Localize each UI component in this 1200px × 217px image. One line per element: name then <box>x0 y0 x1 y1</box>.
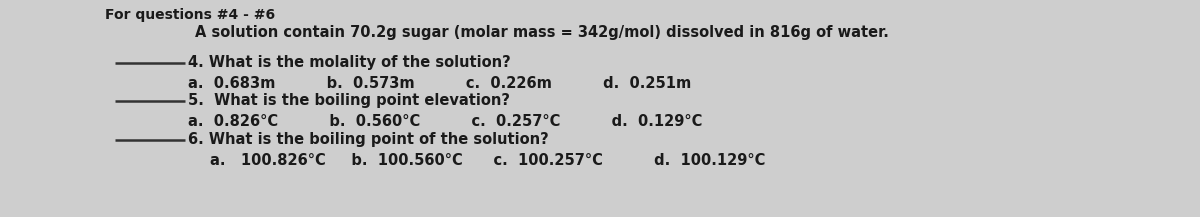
Text: For questions #4 - #6: For questions #4 - #6 <box>106 8 275 22</box>
Text: 6. What is the boiling point of the solution?: 6. What is the boiling point of the solu… <box>188 132 548 147</box>
Text: a.  0.683m          b.  0.573m          c.  0.226m          d.  0.251m: a. 0.683m b. 0.573m c. 0.226m d. 0.251m <box>188 76 691 91</box>
Text: a.   100.826°C     b.  100.560°C      c.  100.257°C          d.  100.129°C: a. 100.826°C b. 100.560°C c. 100.257°C d… <box>210 153 766 168</box>
Text: 5.  What is the boiling point elevation?: 5. What is the boiling point elevation? <box>188 93 510 108</box>
Text: a.  0.826°C          b.  0.560°C          c.  0.257°C          d.  0.129°C: a. 0.826°C b. 0.560°C c. 0.257°C d. 0.12… <box>188 114 702 129</box>
Text: A solution contain 70.2g sugar (molar mass = 342g/mol) dissolved in 816g of wate: A solution contain 70.2g sugar (molar ma… <box>194 25 889 40</box>
Text: 4. What is the molality of the solution?: 4. What is the molality of the solution? <box>188 55 511 70</box>
